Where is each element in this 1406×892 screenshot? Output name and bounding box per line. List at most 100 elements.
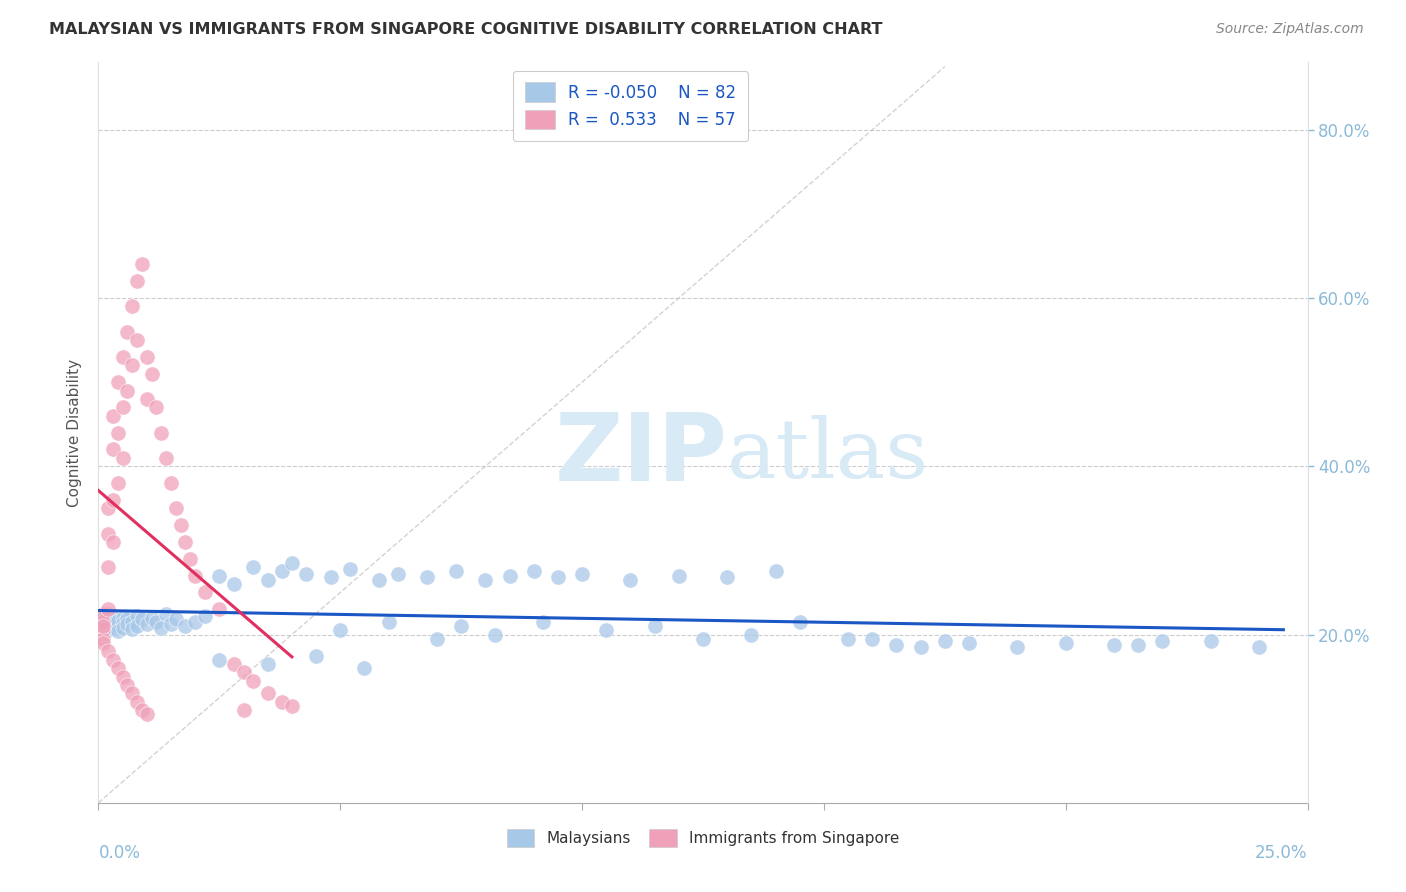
Point xyxy=(111,670,134,684)
Point xyxy=(121,359,143,373)
Point xyxy=(1249,640,1271,655)
Point xyxy=(111,615,134,630)
Point xyxy=(141,367,163,381)
Point xyxy=(117,325,139,339)
Point xyxy=(174,619,197,633)
Point xyxy=(256,657,278,671)
Point xyxy=(97,501,120,516)
Point xyxy=(107,476,129,491)
Point xyxy=(135,392,157,406)
Point xyxy=(121,686,143,700)
Point xyxy=(101,609,124,624)
Point xyxy=(91,615,114,629)
Point xyxy=(97,602,120,616)
Point xyxy=(1007,640,1029,655)
Point xyxy=(860,632,883,646)
Point xyxy=(1054,636,1077,650)
Point xyxy=(117,678,139,692)
Point xyxy=(165,612,187,626)
Point xyxy=(644,619,666,633)
Point xyxy=(160,617,183,632)
Point xyxy=(232,665,254,680)
Point xyxy=(619,573,641,587)
Point xyxy=(145,615,167,629)
Point xyxy=(222,577,245,591)
Point xyxy=(668,568,690,582)
Point xyxy=(208,568,231,582)
Point xyxy=(131,257,153,271)
Point xyxy=(101,492,124,507)
Point xyxy=(107,624,129,639)
Point xyxy=(886,638,908,652)
Point xyxy=(281,556,304,570)
Point xyxy=(256,573,278,587)
Point xyxy=(387,566,409,581)
Point xyxy=(101,409,124,423)
Text: Source: ZipAtlas.com: Source: ZipAtlas.com xyxy=(1216,22,1364,37)
Point xyxy=(127,609,149,624)
Point xyxy=(127,274,149,288)
Point xyxy=(450,619,472,633)
Point xyxy=(97,624,120,638)
Point xyxy=(208,653,231,667)
Point xyxy=(523,565,546,579)
Point xyxy=(107,425,129,440)
Point xyxy=(232,703,254,717)
Point xyxy=(1199,634,1222,648)
Point xyxy=(789,615,811,629)
Point xyxy=(547,570,569,584)
Point xyxy=(155,607,177,621)
Point xyxy=(377,615,399,629)
Point xyxy=(426,632,449,646)
Point xyxy=(97,607,120,621)
Point xyxy=(271,565,294,579)
Point xyxy=(91,607,114,621)
Text: 25.0%: 25.0% xyxy=(1256,844,1308,862)
Text: atlas: atlas xyxy=(727,415,929,495)
Point xyxy=(692,632,714,646)
Point xyxy=(716,570,738,584)
Point xyxy=(339,562,361,576)
Point xyxy=(91,624,114,638)
Point xyxy=(169,518,191,533)
Point xyxy=(368,573,391,587)
Point xyxy=(740,627,762,641)
Point xyxy=(121,622,143,636)
Point xyxy=(111,610,134,624)
Point xyxy=(184,615,207,629)
Point xyxy=(910,640,932,655)
Point xyxy=(498,568,520,582)
Point xyxy=(934,634,956,648)
Point xyxy=(765,565,787,579)
Point xyxy=(135,707,157,722)
Point xyxy=(107,614,129,628)
Point xyxy=(165,501,187,516)
Point xyxy=(837,632,859,646)
Point xyxy=(271,695,294,709)
Legend: Malaysians, Immigrants from Singapore: Malaysians, Immigrants from Singapore xyxy=(499,822,907,855)
Point xyxy=(353,661,375,675)
Point xyxy=(281,699,304,714)
Point xyxy=(1152,634,1174,648)
Point xyxy=(97,615,120,629)
Point xyxy=(111,450,134,465)
Point xyxy=(91,636,114,650)
Point xyxy=(91,619,114,633)
Point xyxy=(97,560,120,574)
Point xyxy=(127,695,149,709)
Point xyxy=(121,615,143,629)
Point xyxy=(91,632,114,646)
Text: ZIP: ZIP xyxy=(554,409,727,500)
Point xyxy=(295,566,318,581)
Point xyxy=(145,401,167,415)
Point xyxy=(446,565,468,579)
Point xyxy=(174,535,197,549)
Point xyxy=(1102,638,1125,652)
Point xyxy=(416,570,439,584)
Point xyxy=(101,442,124,457)
Point xyxy=(135,617,157,632)
Point xyxy=(101,535,124,549)
Point xyxy=(242,673,264,688)
Text: 0.0%: 0.0% xyxy=(98,844,141,862)
Point xyxy=(595,624,617,638)
